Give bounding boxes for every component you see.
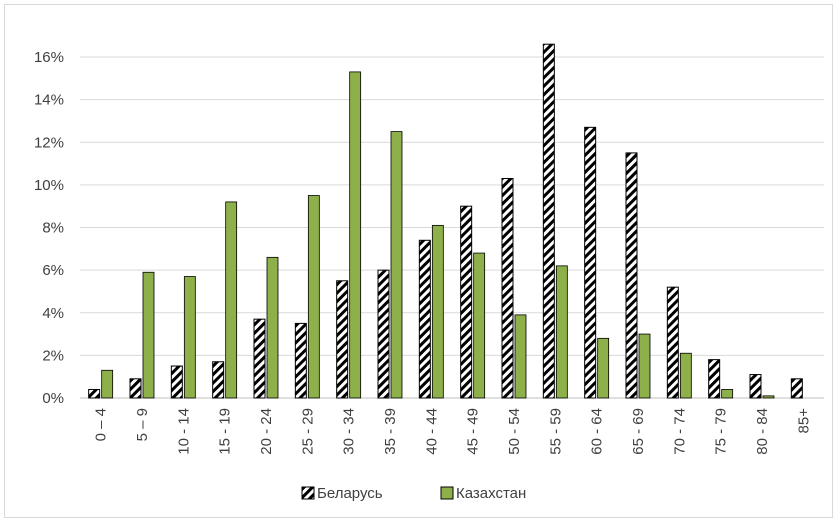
bar-belarus	[708, 359, 721, 399]
x-tick-label: 55 - 59	[547, 408, 564, 455]
bar-belarus	[294, 322, 307, 399]
bar-belarus	[542, 43, 555, 399]
chart-area	[4, 4, 833, 518]
bar-kazakhstan	[597, 337, 610, 399]
bar-belarus	[584, 126, 597, 399]
x-tick-label: 30 - 34	[341, 408, 358, 455]
bar-kazakhstan	[225, 201, 238, 399]
bar-belarus	[460, 205, 473, 399]
x-tick-label: 10 - 14	[175, 408, 192, 455]
bar-kazakhstan	[555, 265, 568, 399]
bar-belarus	[501, 177, 514, 399]
y-tick-label: 16%	[34, 49, 64, 66]
bar-kazakhstan	[638, 333, 651, 399]
bar-belarus	[666, 286, 679, 399]
bar-belarus	[377, 269, 390, 399]
x-tick-label: 5 – 9	[134, 408, 151, 441]
bar-kazakhstan	[307, 195, 320, 399]
x-tick-label: 45 - 49	[465, 408, 482, 455]
legend-swatch-kazakhstan	[440, 486, 454, 500]
bar-kazakhstan	[721, 389, 734, 399]
bar-kazakhstan	[101, 369, 114, 399]
bar-kazakhstan	[349, 71, 362, 399]
x-tick-label: 50 - 54	[506, 408, 523, 455]
y-tick-label: 12%	[34, 134, 64, 151]
x-tick-label: 35 - 39	[382, 408, 399, 455]
bar-kazakhstan	[473, 252, 486, 399]
bar-kazakhstan	[183, 276, 196, 399]
bar-kazakhstan	[762, 395, 775, 399]
legend-label-kazakhstan: Казахстан	[456, 485, 526, 502]
bar-kazakhstan	[431, 224, 444, 399]
x-tick-label: 40 - 44	[423, 408, 440, 455]
x-tick-label: 65 - 69	[630, 408, 647, 455]
bar-belarus	[212, 361, 225, 399]
bar-belarus	[170, 365, 183, 399]
bar-belarus	[253, 318, 266, 399]
bar-belarus	[129, 378, 142, 399]
x-tick-label: 70 - 74	[671, 408, 688, 455]
bar-kazakhstan	[266, 256, 279, 399]
bar-belarus	[336, 280, 349, 399]
bar-kazakhstan	[679, 352, 692, 399]
bar-kazakhstan	[142, 271, 155, 399]
y-tick-label: 8%	[42, 220, 64, 237]
y-tick-label: 4%	[42, 305, 64, 322]
x-tick-label: 20 - 24	[258, 408, 275, 455]
y-tick-label: 2%	[42, 347, 64, 364]
y-tick-label: 0%	[42, 390, 64, 407]
bar-belarus	[749, 374, 762, 399]
x-tick-label: 80 - 84	[754, 408, 771, 455]
x-tick-label: 85+	[795, 408, 812, 434]
bar-kazakhstan	[390, 131, 403, 399]
bar-kazakhstan	[514, 314, 527, 399]
y-tick-label: 6%	[42, 262, 64, 279]
bar-belarus	[625, 152, 638, 399]
x-tick-label: 0 – 4	[93, 408, 110, 441]
legend-swatch-belarus	[301, 486, 315, 500]
y-tick-label: 14%	[34, 92, 64, 109]
bar-belarus	[790, 378, 803, 399]
bar-belarus	[88, 388, 101, 399]
bar-belarus	[418, 239, 431, 399]
x-tick-label: 25 - 29	[299, 408, 316, 455]
x-tick-label: 75 - 79	[713, 408, 730, 455]
x-tick-label: 15 - 19	[217, 408, 234, 455]
x-tick-label: 60 - 64	[589, 408, 606, 455]
legend-label-belarus: Беларусь	[317, 485, 383, 502]
y-tick-label: 10%	[34, 177, 64, 194]
